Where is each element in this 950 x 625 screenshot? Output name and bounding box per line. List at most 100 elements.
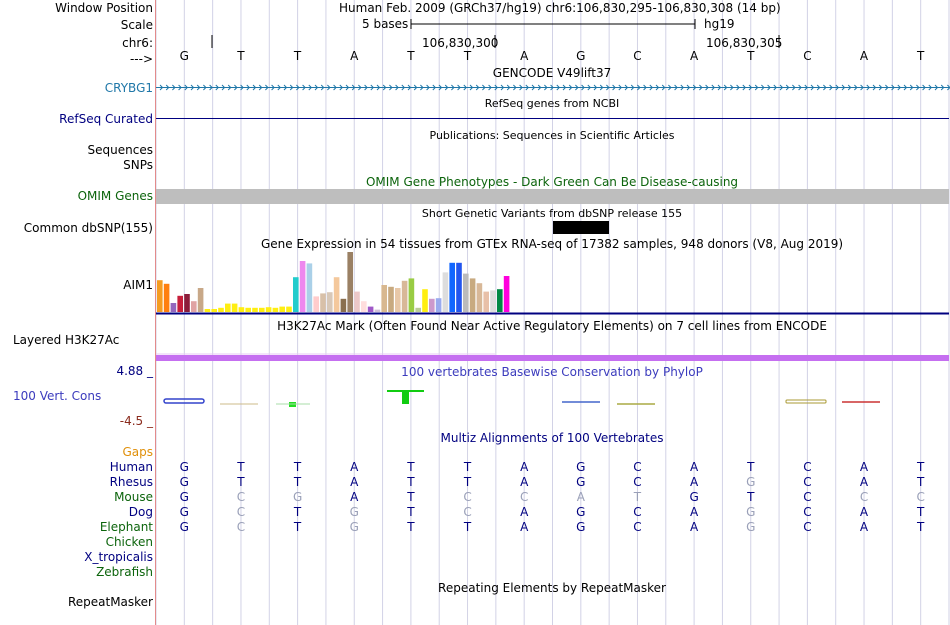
h3k27ac-signal	[156, 355, 949, 361]
strand-chevron	[302, 84, 306, 91]
refseq-curated-label[interactable]: RefSeq Curated	[59, 112, 153, 126]
gtex-bar	[429, 298, 435, 312]
species-label[interactable]: Rhesus	[109, 475, 153, 489]
conservation-track-title[interactable]: 100 vertebrates Basewise Conservation by…	[401, 365, 703, 379]
species-label[interactable]: Chicken	[105, 535, 153, 549]
strand-chevron	[240, 84, 244, 91]
repeatmasker-track-title[interactable]: Repeating Elements by RepeatMasker	[438, 581, 666, 595]
gtex-bar	[293, 277, 299, 312]
reference-base: T	[293, 49, 302, 63]
gtex-bar	[354, 291, 360, 312]
strand-chevron	[829, 84, 833, 91]
strand-chevron	[748, 84, 753, 91]
gtex-track-title[interactable]: Gene Expression in 54 tissues from GTEx …	[260, 237, 844, 251]
gaps-label[interactable]: Gaps	[122, 445, 153, 459]
alignment-base: A	[689, 520, 699, 534]
strand-chevron	[612, 84, 616, 91]
species-label[interactable]: Zebrafish	[96, 565, 153, 579]
gtex-bar	[395, 288, 401, 312]
strand-chevron	[606, 84, 610, 91]
omim-track-title[interactable]: OMIM Gene Phenotypes - Dark Green Can Be…	[365, 175, 739, 189]
strand-chevron	[916, 84, 920, 91]
strand-chevron	[482, 84, 486, 91]
gtex-bar	[415, 307, 421, 312]
strand-chevron	[544, 84, 548, 91]
h3k27ac-track-title[interactable]: H3K27Ac Mark (Often Found Near Active Re…	[277, 319, 827, 333]
gtex-bar	[388, 286, 394, 312]
strand-chevron	[841, 84, 846, 91]
gtex-bar	[204, 309, 211, 312]
gtex-bar	[177, 295, 183, 312]
alignment-base: A	[520, 475, 529, 489]
strand-chevron	[618, 84, 623, 91]
alignment-base: T	[407, 505, 415, 519]
gtex-bar	[238, 307, 245, 312]
gtex-bar	[497, 289, 503, 312]
gtex-bar	[456, 262, 462, 312]
reference-base: T	[407, 49, 415, 63]
gencode-track-title[interactable]: GENCODE V49lift37	[492, 66, 612, 80]
gtex-bar	[306, 263, 313, 312]
crybg1-gene-label[interactable]: CRYBG1	[104, 81, 153, 95]
species-label[interactable]: Elephant	[99, 520, 153, 534]
strand-chevron	[531, 84, 536, 91]
strand-chevron	[878, 84, 883, 91]
strand-chevron	[246, 84, 251, 91]
alignment-base: A	[576, 490, 585, 504]
omim-genes-label[interactable]: OMIM Genes	[77, 189, 153, 203]
position-tick-label-2: 106,830,305	[706, 36, 783, 50]
species-label[interactable]: X_tropicalis	[84, 550, 153, 564]
snps-label[interactable]: SNPs	[123, 158, 153, 172]
gtex-bar	[245, 307, 251, 312]
alignment-base: T	[237, 475, 245, 489]
strand-chevron	[742, 84, 747, 91]
strand-chevron	[575, 84, 579, 91]
alignment-base: T	[463, 460, 472, 474]
common-dbsnp-label[interactable]: Common dbSNP(155)	[23, 221, 153, 235]
refseq-track-title[interactable]: RefSeq genes from NCBI	[484, 97, 620, 110]
species-label[interactable]: Mouse	[114, 490, 153, 504]
sequences-label[interactable]: Sequences	[87, 143, 153, 157]
species-label[interactable]: Human	[109, 460, 153, 474]
strand-chevron	[866, 84, 871, 91]
multiz-track-title[interactable]: Multiz Alignments of 100 Vertebrates	[440, 431, 664, 445]
strand-chevron	[234, 84, 238, 91]
gtex-bar	[299, 261, 306, 312]
strand-chevron	[184, 84, 189, 91]
gtex-bar	[218, 307, 224, 312]
alignment-base: G	[179, 490, 189, 504]
strand-chevron	[432, 84, 437, 91]
gtex-gene-label[interactable]: AIM1	[123, 278, 153, 292]
alignment-base: T	[917, 475, 925, 489]
alignment-base: T	[293, 505, 302, 519]
alignment-base: A	[520, 505, 529, 519]
reference-base: T	[747, 49, 755, 63]
strand-chevron	[519, 84, 523, 91]
strand-chevron	[785, 84, 790, 91]
gtex-bar	[367, 306, 374, 312]
alignment-base: T	[407, 460, 415, 474]
strand-chevron	[705, 84, 709, 91]
strand-chevron	[816, 84, 821, 91]
strand-chevron	[928, 84, 933, 91]
strand-chevron	[196, 84, 201, 91]
vert-cons-label[interactable]: 100 Vert. Cons	[13, 389, 102, 403]
omim-bar	[156, 189, 949, 204]
strand-chevron	[488, 84, 492, 91]
alignment-base: T	[917, 460, 925, 474]
strand-chevron	[854, 84, 858, 91]
repeatmasker-label[interactable]: RepeatMasker	[67, 595, 153, 609]
strand-chevron	[500, 84, 505, 91]
alignment-base: T	[917, 505, 925, 519]
strand-chevron	[711, 84, 716, 91]
layered-h3k27ac-label[interactable]: Layered H3K27Ac	[13, 333, 120, 347]
strand-chevron	[426, 84, 430, 91]
dbsnp-track-title[interactable]: Short Genetic Variants from dbSNP releas…	[421, 207, 683, 220]
publications-track-title[interactable]: Publications: Sequences in Scientific Ar…	[429, 129, 675, 142]
strand-chevron	[637, 84, 641, 91]
species-label[interactable]: Dog	[128, 505, 153, 519]
gtex-bar	[442, 272, 449, 312]
gtex-bar	[272, 307, 279, 312]
strand-chevron	[314, 84, 319, 91]
strand-chevron	[395, 84, 399, 91]
